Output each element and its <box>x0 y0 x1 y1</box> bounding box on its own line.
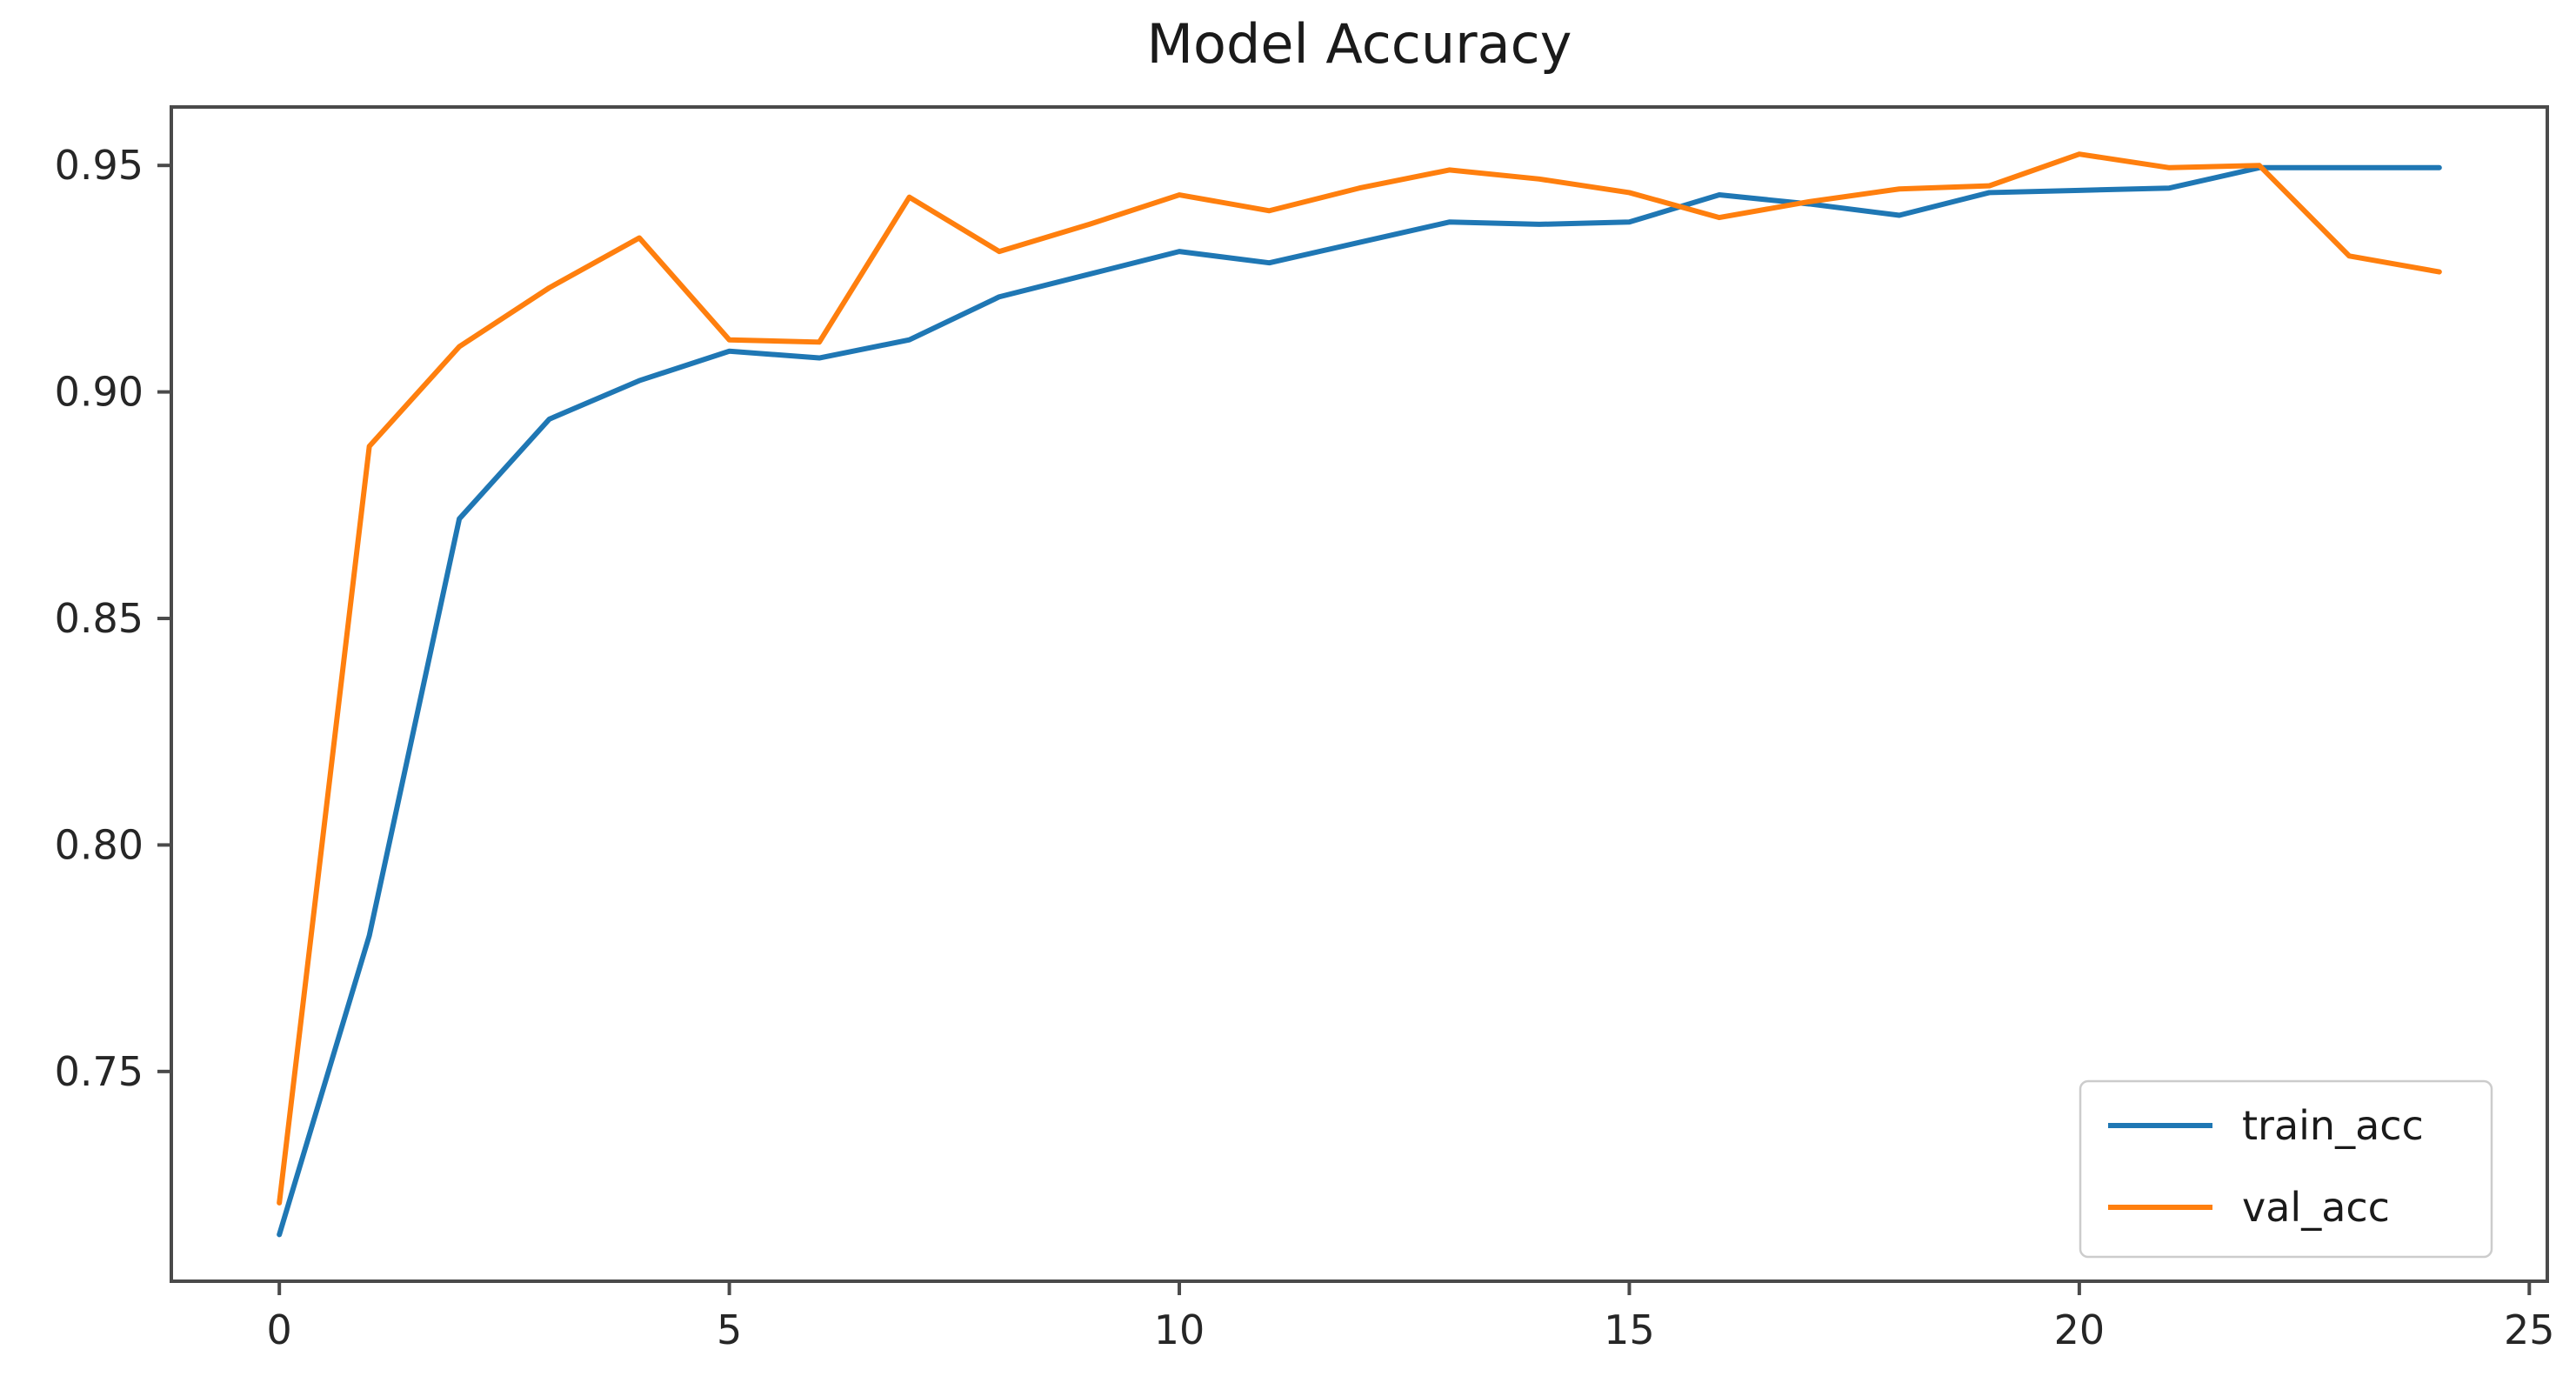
y-tick-label-0.85: 0.85 <box>55 595 143 642</box>
chart-title: Model Accuracy <box>1147 12 1572 76</box>
legend: train_acc val_acc <box>2079 1079 2493 1259</box>
y-tick-label-0.95: 0.95 <box>55 142 143 189</box>
x-tick-label-25: 25 <box>2504 1306 2555 1353</box>
plot-frame <box>170 105 2549 1283</box>
x-tick-label-0: 0 <box>267 1306 292 1353</box>
plot-area: 0 5 10 15 20 25 0.75 0.80 0.85 0.90 0.95 <box>55 105 2555 1353</box>
y-tick-label-0.90: 0.90 <box>55 369 143 416</box>
x-tick-label-5: 5 <box>717 1306 742 1353</box>
legend-label-train-acc: train_acc <box>2242 1102 2424 1149</box>
y-tick-label-0.75: 0.75 <box>55 1048 143 1095</box>
x-tick-label-10: 10 <box>1154 1306 1205 1353</box>
x-tick-label-20: 20 <box>2054 1306 2106 1353</box>
val-acc-line <box>277 151 2442 1206</box>
legend-label-val-acc: val_acc <box>2242 1184 2390 1231</box>
x-tick-label-15: 15 <box>1604 1306 1655 1353</box>
y-tick-label-0.80: 0.80 <box>55 821 143 868</box>
train-acc-line <box>277 164 2442 1238</box>
